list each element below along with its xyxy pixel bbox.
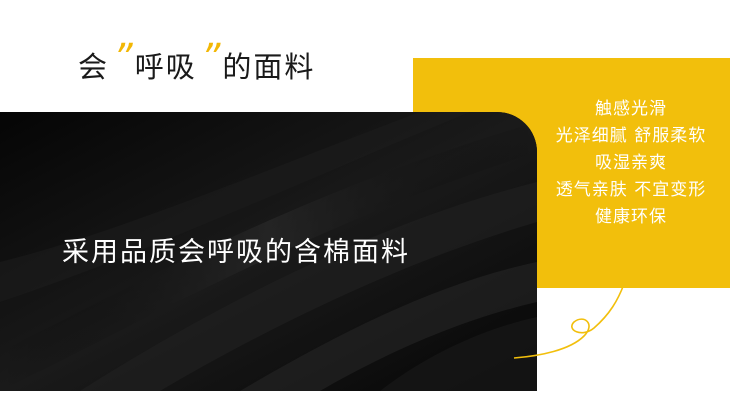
feature-item: 透气亲肤 不宜变形: [555, 180, 707, 200]
features-list: 触感光滑 光泽细腻 舒服柔软 吸湿亲爽 透气亲肤 不宜变形 健康环保: [531, 96, 730, 231]
decorative-curl-line: [513, 283, 625, 359]
fabric-photo: 采用品质会呼吸的含棉面料: [0, 112, 537, 391]
title-part-3: 的面料: [222, 50, 316, 84]
title-part-2: 呼吸: [134, 50, 197, 84]
feature-item: 触感光滑: [595, 99, 667, 119]
page-title: 会 ” 呼吸 ” 的面料: [78, 36, 316, 90]
fabric-caption: 采用品质会呼吸的含棉面料: [62, 237, 410, 268]
close-quote-mark: ”: [200, 36, 221, 80]
fabric-texture-image: [0, 112, 537, 391]
feature-item: 吸湿亲爽: [595, 153, 667, 173]
open-quote-mark: ”: [113, 36, 133, 80]
title-part-1: 会: [78, 50, 110, 84]
feature-item: 健康环保: [595, 207, 667, 227]
feature-item: 光泽细腻 舒服柔软: [555, 126, 707, 146]
